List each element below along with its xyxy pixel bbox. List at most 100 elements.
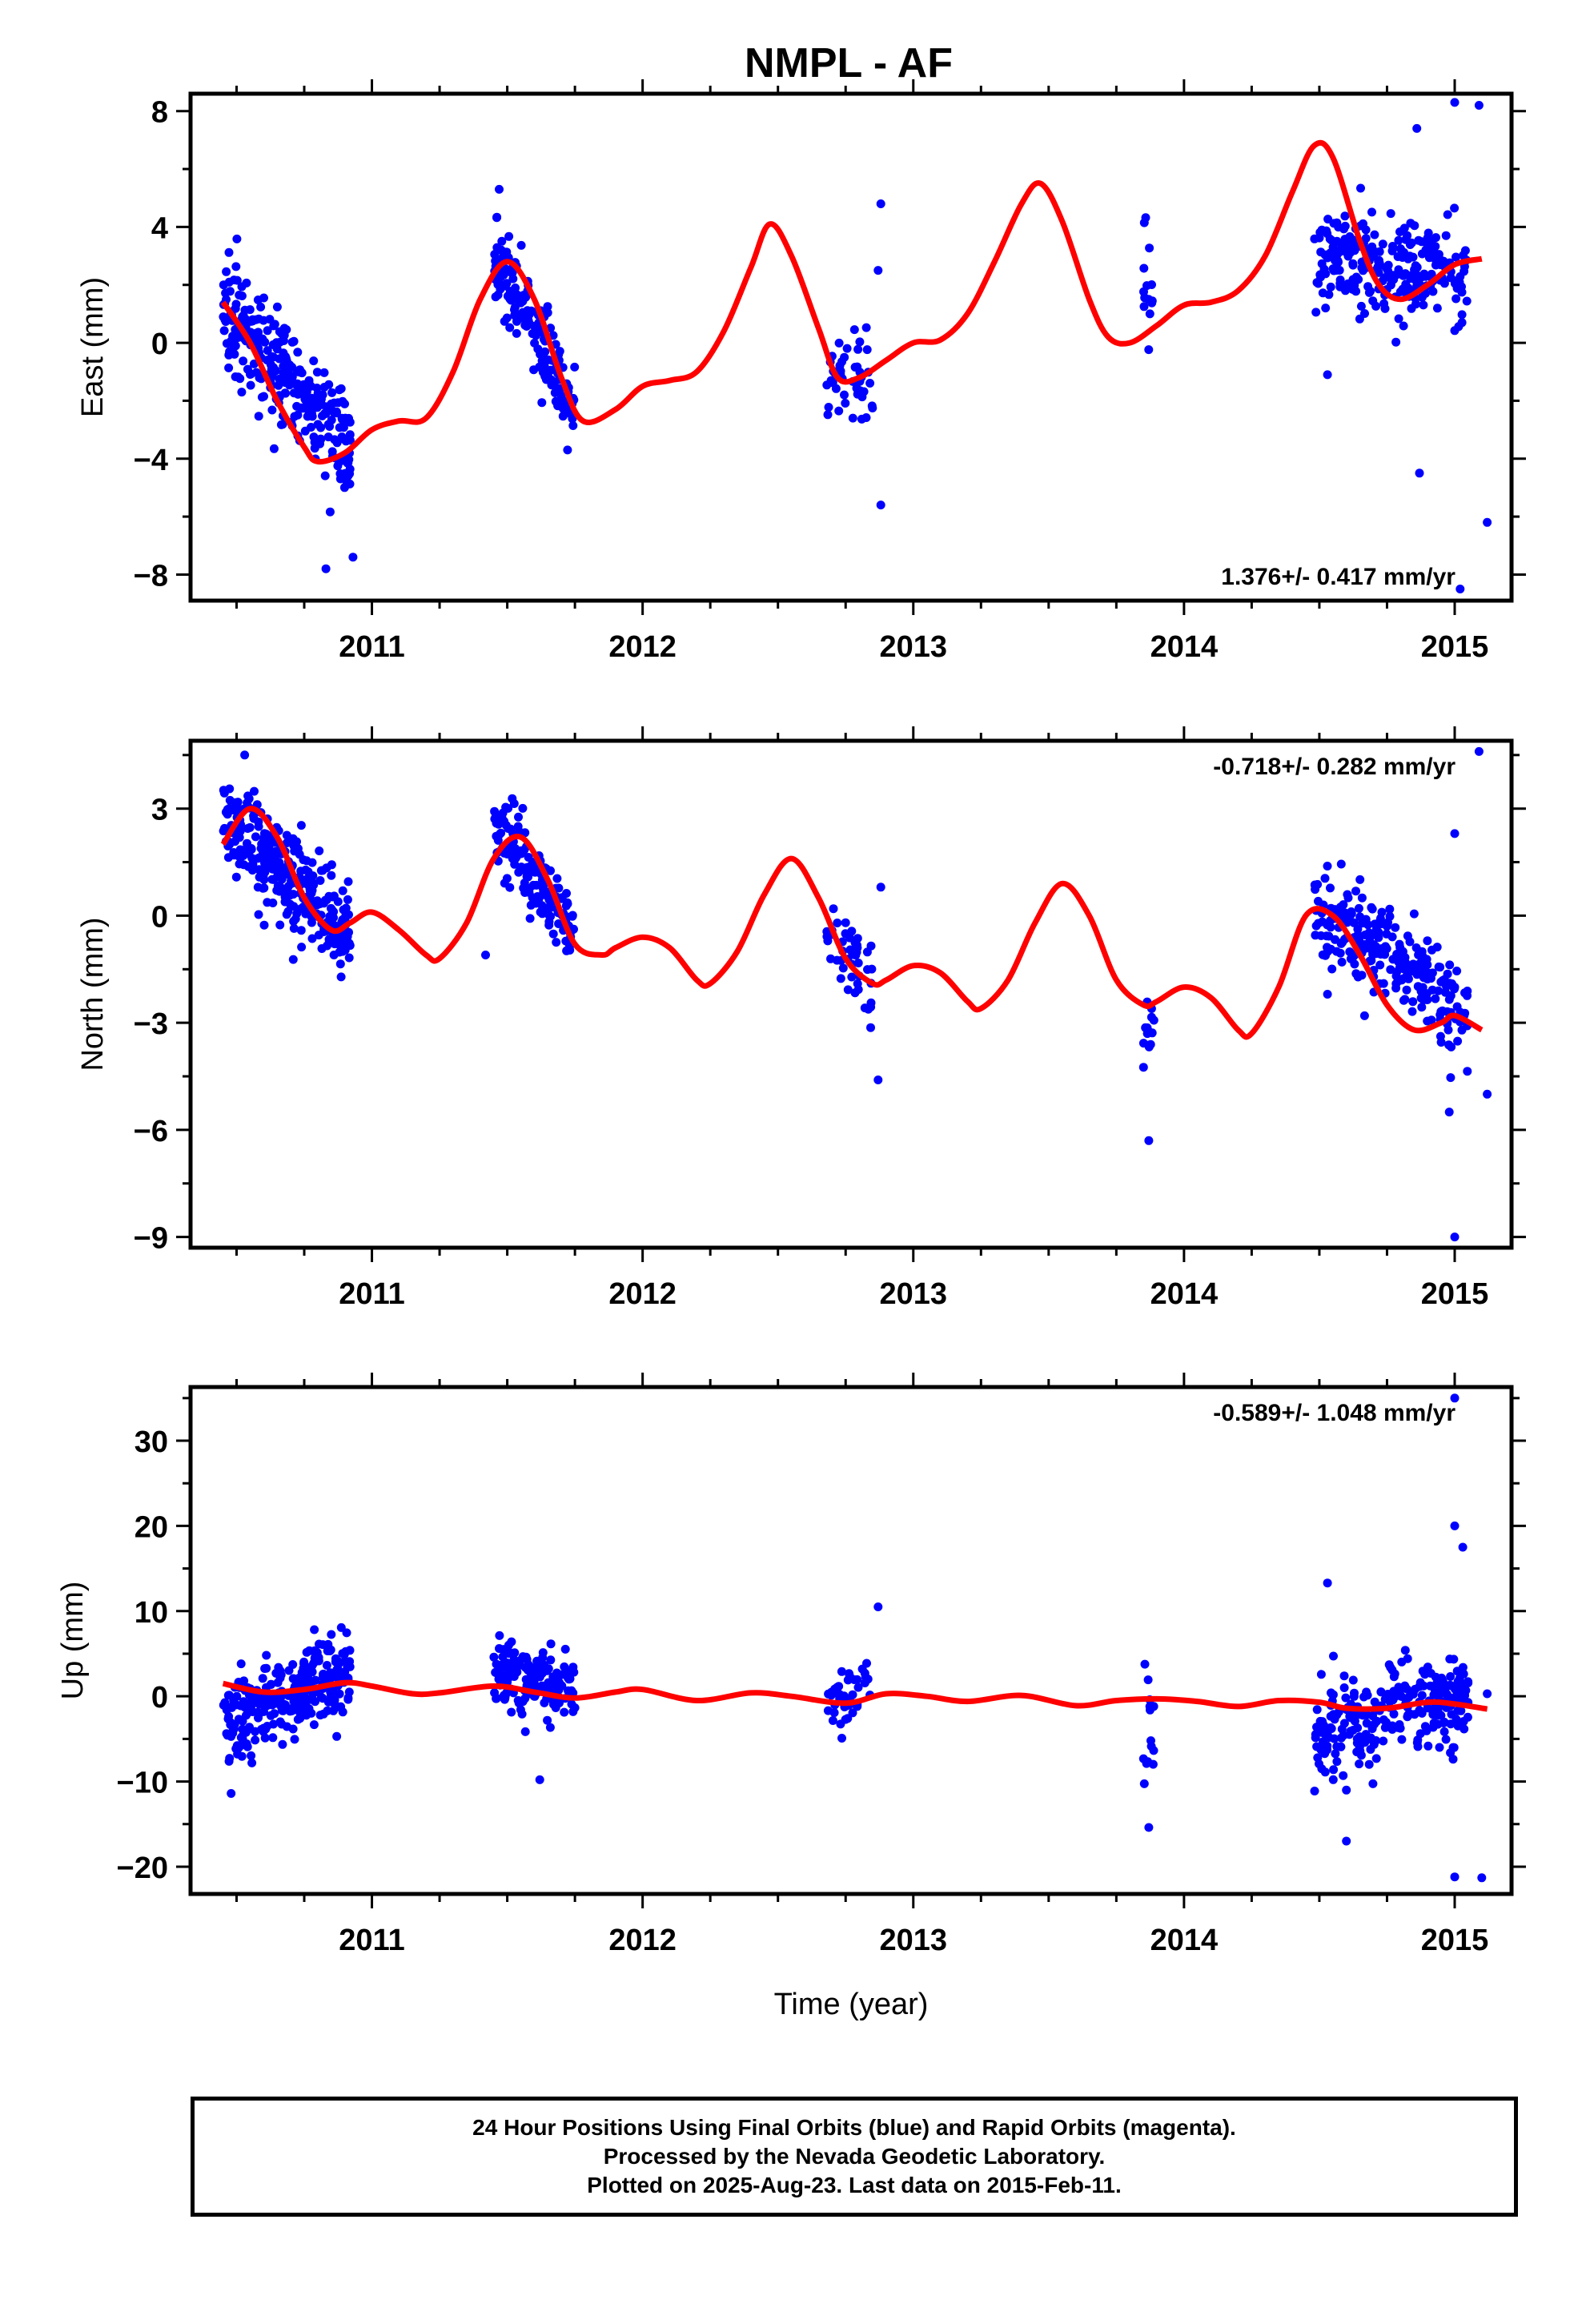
rate-annotation: -0.589+/- 1.048 mm/yr xyxy=(1213,1400,1456,1426)
data-point xyxy=(1438,976,1447,985)
data-point-outlier xyxy=(1412,123,1422,133)
data-point xyxy=(1145,243,1154,253)
data-point xyxy=(1317,259,1327,268)
data-point xyxy=(1323,215,1333,224)
data-point xyxy=(824,403,833,412)
footer-box: 24 Hour Positions Using Final Orbits (bl… xyxy=(191,2097,1518,2217)
data-point xyxy=(1446,1672,1456,1681)
data-point xyxy=(337,413,347,423)
data-point xyxy=(312,368,322,377)
data-point xyxy=(504,231,514,241)
data-point xyxy=(1446,273,1456,283)
data-point-outlier xyxy=(1450,1872,1460,1882)
data-point xyxy=(525,914,535,923)
data-point xyxy=(1394,265,1403,275)
data-point xyxy=(246,380,255,390)
data-point xyxy=(323,432,333,442)
data-point xyxy=(1387,246,1397,255)
data-point xyxy=(524,872,533,882)
data-point xyxy=(1432,304,1442,313)
data-point xyxy=(551,1697,560,1707)
fit-line xyxy=(222,1679,1488,1712)
data-point xyxy=(505,323,515,332)
data-point xyxy=(853,362,862,372)
data-point xyxy=(1439,1727,1449,1736)
data-point xyxy=(1346,954,1355,963)
data-point xyxy=(518,803,528,813)
data-point xyxy=(567,1699,576,1709)
data-point-outlier xyxy=(227,1789,236,1798)
data-point xyxy=(570,362,580,372)
data-point xyxy=(1371,1736,1381,1745)
data-point xyxy=(1315,227,1325,237)
fit-line xyxy=(220,139,1483,465)
data-point xyxy=(234,1715,243,1724)
data-point xyxy=(1421,245,1431,255)
data-point xyxy=(1389,1709,1399,1719)
data-point xyxy=(333,398,343,408)
x-axis: 2011 2012 2013 2014 2015 xyxy=(235,726,1488,1311)
data-point-outlier xyxy=(1474,746,1484,756)
data-point xyxy=(1324,290,1334,300)
data-point xyxy=(273,1678,283,1687)
data-point xyxy=(322,1661,331,1670)
data-point xyxy=(1316,247,1326,257)
data-point xyxy=(494,819,504,829)
data-point xyxy=(1360,931,1370,939)
data-point xyxy=(331,1654,340,1663)
data-point xyxy=(1339,1683,1349,1692)
data-point xyxy=(1379,1736,1388,1746)
data-point xyxy=(1146,1736,1155,1746)
data-point xyxy=(1413,1735,1423,1745)
data-point xyxy=(269,444,279,453)
data-point xyxy=(568,911,577,921)
data-point xyxy=(1455,277,1464,287)
data-point xyxy=(1336,939,1346,948)
data-point xyxy=(221,317,231,326)
data-point xyxy=(498,808,508,818)
data-point xyxy=(544,920,554,930)
data-point xyxy=(259,1707,268,1716)
data-point xyxy=(1399,271,1408,280)
data-point xyxy=(1315,1759,1323,1768)
data-point xyxy=(1450,984,1459,994)
x-axis: 2011 2012 2013 2014 2015 xyxy=(235,79,1488,664)
data-point xyxy=(1428,1710,1438,1719)
data-point xyxy=(1366,1745,1375,1754)
data-point xyxy=(1327,964,1337,974)
data-point xyxy=(1391,923,1400,932)
data-point xyxy=(543,302,552,312)
data-point xyxy=(552,874,562,883)
data-point xyxy=(1450,203,1460,213)
y-tick-label: −10 xyxy=(117,1767,168,1800)
data-point xyxy=(1400,1646,1410,1655)
data-point xyxy=(309,432,319,442)
data-point xyxy=(1457,287,1467,297)
data-point xyxy=(272,302,282,312)
data-point xyxy=(833,919,842,927)
data-point xyxy=(1367,1721,1377,1731)
data-point xyxy=(338,915,347,924)
data-point xyxy=(307,934,317,943)
data-point xyxy=(1331,1749,1340,1759)
data-point xyxy=(563,445,572,455)
data-point xyxy=(519,883,528,893)
data-point xyxy=(509,1655,519,1665)
data-point xyxy=(866,1023,875,1032)
data-point xyxy=(1446,1073,1456,1083)
y-tick-label: 8 xyxy=(151,96,168,130)
data-point xyxy=(237,282,247,292)
data-point xyxy=(524,308,534,318)
data-point xyxy=(1387,1721,1397,1731)
data-point xyxy=(508,274,518,283)
data-point xyxy=(500,264,510,274)
data-point xyxy=(1422,989,1431,999)
data-point xyxy=(1439,1717,1449,1727)
panel-3: 2011 2012 2013 2014 2015 30 20 10 0 −10 −20 Up (mm)… xyxy=(56,1373,1526,2021)
data-point xyxy=(1423,1663,1432,1672)
data-point xyxy=(326,1668,335,1678)
data-point xyxy=(231,262,241,271)
data-point xyxy=(569,1667,579,1677)
data-point xyxy=(329,407,339,416)
data-point xyxy=(1376,1687,1386,1697)
